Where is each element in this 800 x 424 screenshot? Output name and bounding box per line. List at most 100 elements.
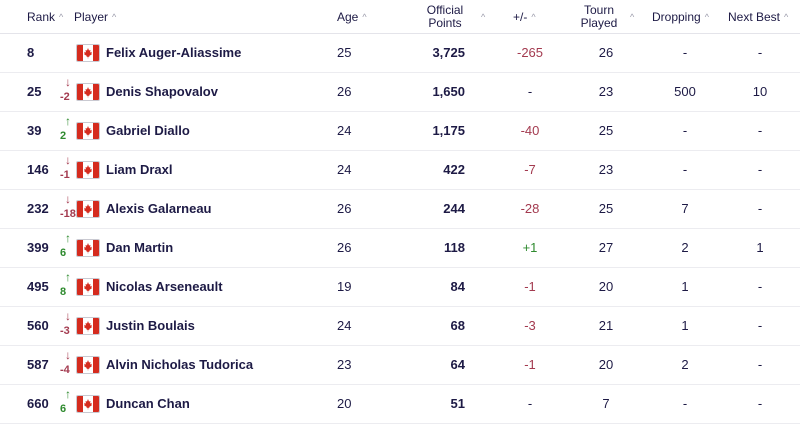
- age-value: 23: [337, 357, 352, 372]
- official-points-value: 51: [450, 396, 465, 411]
- rank-value: 495: [27, 279, 49, 294]
- age-value: 26: [337, 240, 352, 255]
- official-points-column-header[interactable]: Official Points: [420, 0, 470, 33]
- official-points-value: 64: [450, 357, 465, 372]
- age-header-label: Age: [337, 9, 359, 24]
- player-name[interactable]: Nicolas Arseneault: [106, 279, 223, 294]
- age-value: 26: [337, 201, 352, 216]
- official-points-value: 3,725: [432, 45, 465, 60]
- points-change-value: -1: [524, 357, 536, 372]
- player-name[interactable]: Felix Auger-Aliassime: [106, 45, 242, 60]
- age-column-header[interactable]: Age ^: [337, 0, 367, 33]
- tournaments-played-value: 23: [598, 84, 614, 99]
- sort-icon: ^: [59, 11, 64, 22]
- official-points-value: 68: [450, 318, 465, 333]
- dropping-header-label: Dropping: [652, 9, 701, 24]
- rank-movement-value: -3: [60, 325, 70, 337]
- rank-value: 39: [27, 123, 42, 138]
- arrow-up-icon: ↑: [65, 387, 71, 401]
- table-row[interactable]: 25 ↓ -2 Denis Shapovalov 26 1,650 - 23 500 10: [0, 72, 800, 112]
- rank-value: 560: [27, 318, 49, 333]
- tournaments-played-value: 27: [598, 240, 614, 255]
- rank-movement: ↑ 8: [60, 271, 76, 303]
- next-best-value: -: [757, 357, 763, 372]
- rank-value: 660: [27, 396, 49, 411]
- table-header: Rank ^ Player ^ Age ^ Official Points ^ …: [0, 0, 800, 34]
- player-name[interactable]: Dan Martin: [106, 240, 174, 255]
- canada-flag-icon: [76, 317, 100, 335]
- canada-flag-icon: [76, 200, 100, 218]
- table-row[interactable]: 232 ↓ -18 Alexis Galarneau 26 244 -28 25 7 -: [0, 189, 800, 229]
- player-name[interactable]: Alexis Galarneau: [106, 201, 212, 216]
- sort-icon: ^: [784, 11, 789, 22]
- rank-value: 399: [27, 240, 49, 255]
- points-change-value: -28: [520, 201, 540, 216]
- table-row[interactable]: 660 ↑ 6 Duncan Chan 20 51-7- -: [0, 384, 800, 424]
- player-name[interactable]: Justin Boulais: [106, 318, 195, 333]
- player-column-header[interactable]: Player ^: [74, 0, 116, 33]
- rank-value: 8: [27, 45, 35, 60]
- dropping-value: -: [682, 396, 688, 411]
- canada-flag-icon: [76, 83, 100, 101]
- rank-movement: ↑ 6: [60, 232, 76, 264]
- points-change-value: -3: [524, 318, 536, 333]
- points-change-value: -1: [524, 279, 536, 294]
- rank-header-label: Rank: [27, 9, 56, 24]
- player-name[interactable]: Liam Draxl: [106, 162, 173, 177]
- official-points-value: 244: [443, 201, 465, 216]
- sort-icon: ^: [630, 11, 635, 22]
- rank-movement: ↓ -2: [60, 76, 76, 108]
- player-name[interactable]: Duncan Chan: [106, 396, 190, 411]
- table-row[interactable]: 8 Felix Auger-Aliassime 25 3,725 -265 26 - -: [0, 33, 800, 73]
- next-best-value: -: [757, 201, 763, 216]
- canada-flag-icon: [76, 239, 100, 257]
- tournaments-played-value: 21: [598, 318, 614, 333]
- official-points-header-line1: Official: [426, 2, 464, 17]
- player-name[interactable]: Alvin Nicholas Tudorica: [106, 357, 254, 372]
- player-name[interactable]: Denis Shapovalov: [106, 84, 218, 99]
- age-value: 24: [337, 162, 352, 177]
- points-change-value: -: [527, 396, 533, 411]
- tourn-played-column-header[interactable]: Tourn Played: [578, 0, 620, 33]
- change-column-header[interactable]: +/- ^: [513, 0, 536, 33]
- age-value: 24: [337, 318, 352, 333]
- points-change-value: -40: [520, 123, 540, 138]
- dropping-value: 2: [681, 240, 689, 255]
- next-best-column-header[interactable]: Next Best ^: [728, 0, 788, 33]
- tournaments-played-value: 25: [598, 123, 614, 138]
- rank-movement-value: -18: [60, 208, 76, 220]
- sort-icon: ^: [531, 11, 536, 22]
- sort-icon: ^: [481, 11, 486, 22]
- official-points-header-line2: Points: [428, 15, 462, 30]
- points-change-value: -265: [516, 45, 544, 60]
- tourn-played-sort[interactable]: ^: [626, 0, 634, 33]
- rank-movement-value: 6: [60, 247, 67, 259]
- tournaments-played-value: 20: [598, 279, 614, 294]
- table-row[interactable]: 587 ↓ -4 Alvin Nicholas Tudorica 23 64 -1 20 2 -: [0, 345, 800, 385]
- table-row[interactable]: 560 ↓ -3 Justin Boulais 24 68 -3 21 1 -: [0, 306, 800, 346]
- rank-movement: ↓ -1: [60, 154, 76, 186]
- table-row[interactable]: 399 ↑ 6 Dan Martin 26 118 +1 27 2 1: [0, 228, 800, 268]
- rank-movement: ↑ 6: [60, 388, 76, 420]
- points-change-value: -: [527, 84, 533, 99]
- table-row[interactable]: 39 ↑ 2 Gabriel Diallo 24 1,175 -40 25- -: [0, 111, 800, 151]
- rank-movement-value: -1: [60, 169, 70, 181]
- next-best-value: -: [757, 123, 763, 138]
- dropping-column-header[interactable]: Dropping ^: [652, 0, 709, 33]
- next-best-value: -: [757, 318, 763, 333]
- points-change-value: +1: [522, 240, 538, 255]
- player-name[interactable]: Gabriel Diallo: [106, 123, 190, 138]
- official-points-sort[interactable]: ^: [477, 0, 485, 33]
- rank-movement-value: 2: [60, 130, 67, 142]
- canada-flag-icon: [76, 44, 100, 62]
- rank-column-header[interactable]: Rank ^: [27, 0, 63, 33]
- tournaments-played-value: 7: [602, 396, 610, 411]
- rank-value: 25: [27, 84, 42, 99]
- tourn-played-header-line1: Tourn: [583, 2, 615, 17]
- sort-icon: ^: [362, 11, 367, 22]
- table-row[interactable]: 146 ↓ -1 Liam Draxl 24 422 -7 23 - -: [0, 150, 800, 190]
- age-value: 25: [337, 45, 352, 60]
- tournaments-played-value: 25: [598, 201, 614, 216]
- table-row[interactable]: 495 ↑ 8 Nicolas Arseneault 19 84 -1 20 1-: [0, 267, 800, 307]
- dropping-value: -: [682, 123, 688, 138]
